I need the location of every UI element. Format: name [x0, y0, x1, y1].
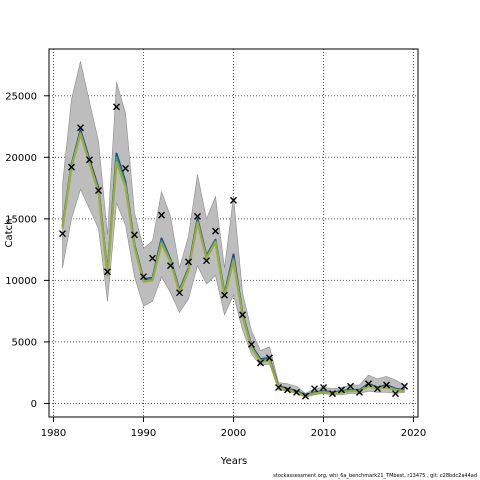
- series-lines: [61, 129, 405, 398]
- observed-point: [320, 383, 327, 391]
- observed-point: [77, 124, 84, 132]
- observed-point: [122, 164, 129, 172]
- y-tick-label: 15000: [5, 214, 37, 225]
- observed-point: [329, 390, 336, 398]
- y-tick-label: 10000: [5, 276, 37, 287]
- observed-point: [158, 211, 165, 219]
- observed-point: [356, 388, 363, 396]
- observed-point: [293, 388, 300, 396]
- observed-point: [176, 289, 183, 297]
- observed-point: [95, 187, 102, 195]
- observed-point: [338, 386, 345, 394]
- observed-point: [131, 231, 138, 239]
- observed-point: [167, 262, 174, 270]
- x-tick-label: 2010: [311, 428, 336, 439]
- observed-point: [248, 340, 255, 348]
- footer-text: stockassessment.org, whi_6a_benchmark21_…: [273, 473, 477, 479]
- x-tick-label: 2000: [221, 428, 246, 439]
- observed-point: [383, 381, 390, 389]
- observed-point: [212, 227, 219, 235]
- observed-point: [113, 103, 120, 111]
- observed-point: [266, 354, 273, 362]
- y-axis-ticks: 0 5000 10000 15000 20000 25000: [5, 91, 49, 410]
- observed-point: [365, 380, 372, 388]
- confidence-band: [62, 61, 405, 398]
- observed-point: [347, 382, 354, 390]
- observed-point: [311, 385, 318, 393]
- observed-point: [257, 359, 264, 367]
- observed-point: [239, 311, 246, 319]
- observed-point: [194, 212, 201, 220]
- observed-point: [185, 258, 192, 266]
- observed-point: [401, 382, 408, 390]
- x-tick-label: 2020: [401, 428, 426, 439]
- observed-point: [284, 386, 291, 394]
- x-axis-ticks: 1980 1990 2000 2010 2020: [41, 417, 426, 439]
- y-tick-label: 25000: [5, 91, 37, 102]
- observed-point: [59, 230, 66, 238]
- observed-point: [104, 268, 111, 276]
- observed-point: [275, 383, 282, 391]
- y-tick-label: 0: [31, 399, 37, 410]
- confidence-band-area: [62, 61, 405, 398]
- y-axis-title: Catch: [4, 219, 15, 248]
- x-tick-label: 1980: [41, 428, 66, 439]
- x-tick-label: 1990: [131, 428, 156, 439]
- observed-markers: [59, 103, 408, 400]
- observed-point: [203, 257, 210, 265]
- observed-point: [221, 291, 228, 299]
- y-tick-label: 20000: [5, 153, 37, 164]
- observed-point: [392, 390, 399, 398]
- observed-point: [302, 392, 309, 400]
- observed-point: [374, 385, 381, 393]
- series-line-3: [61, 132, 405, 398]
- observed-point: [68, 163, 75, 171]
- observed-point: [230, 196, 237, 204]
- observed-point: [149, 254, 156, 262]
- x-axis-title: Years: [220, 456, 247, 467]
- y-tick-label: 5000: [12, 337, 37, 348]
- observed-point: [86, 156, 93, 164]
- observed-point: [140, 273, 147, 281]
